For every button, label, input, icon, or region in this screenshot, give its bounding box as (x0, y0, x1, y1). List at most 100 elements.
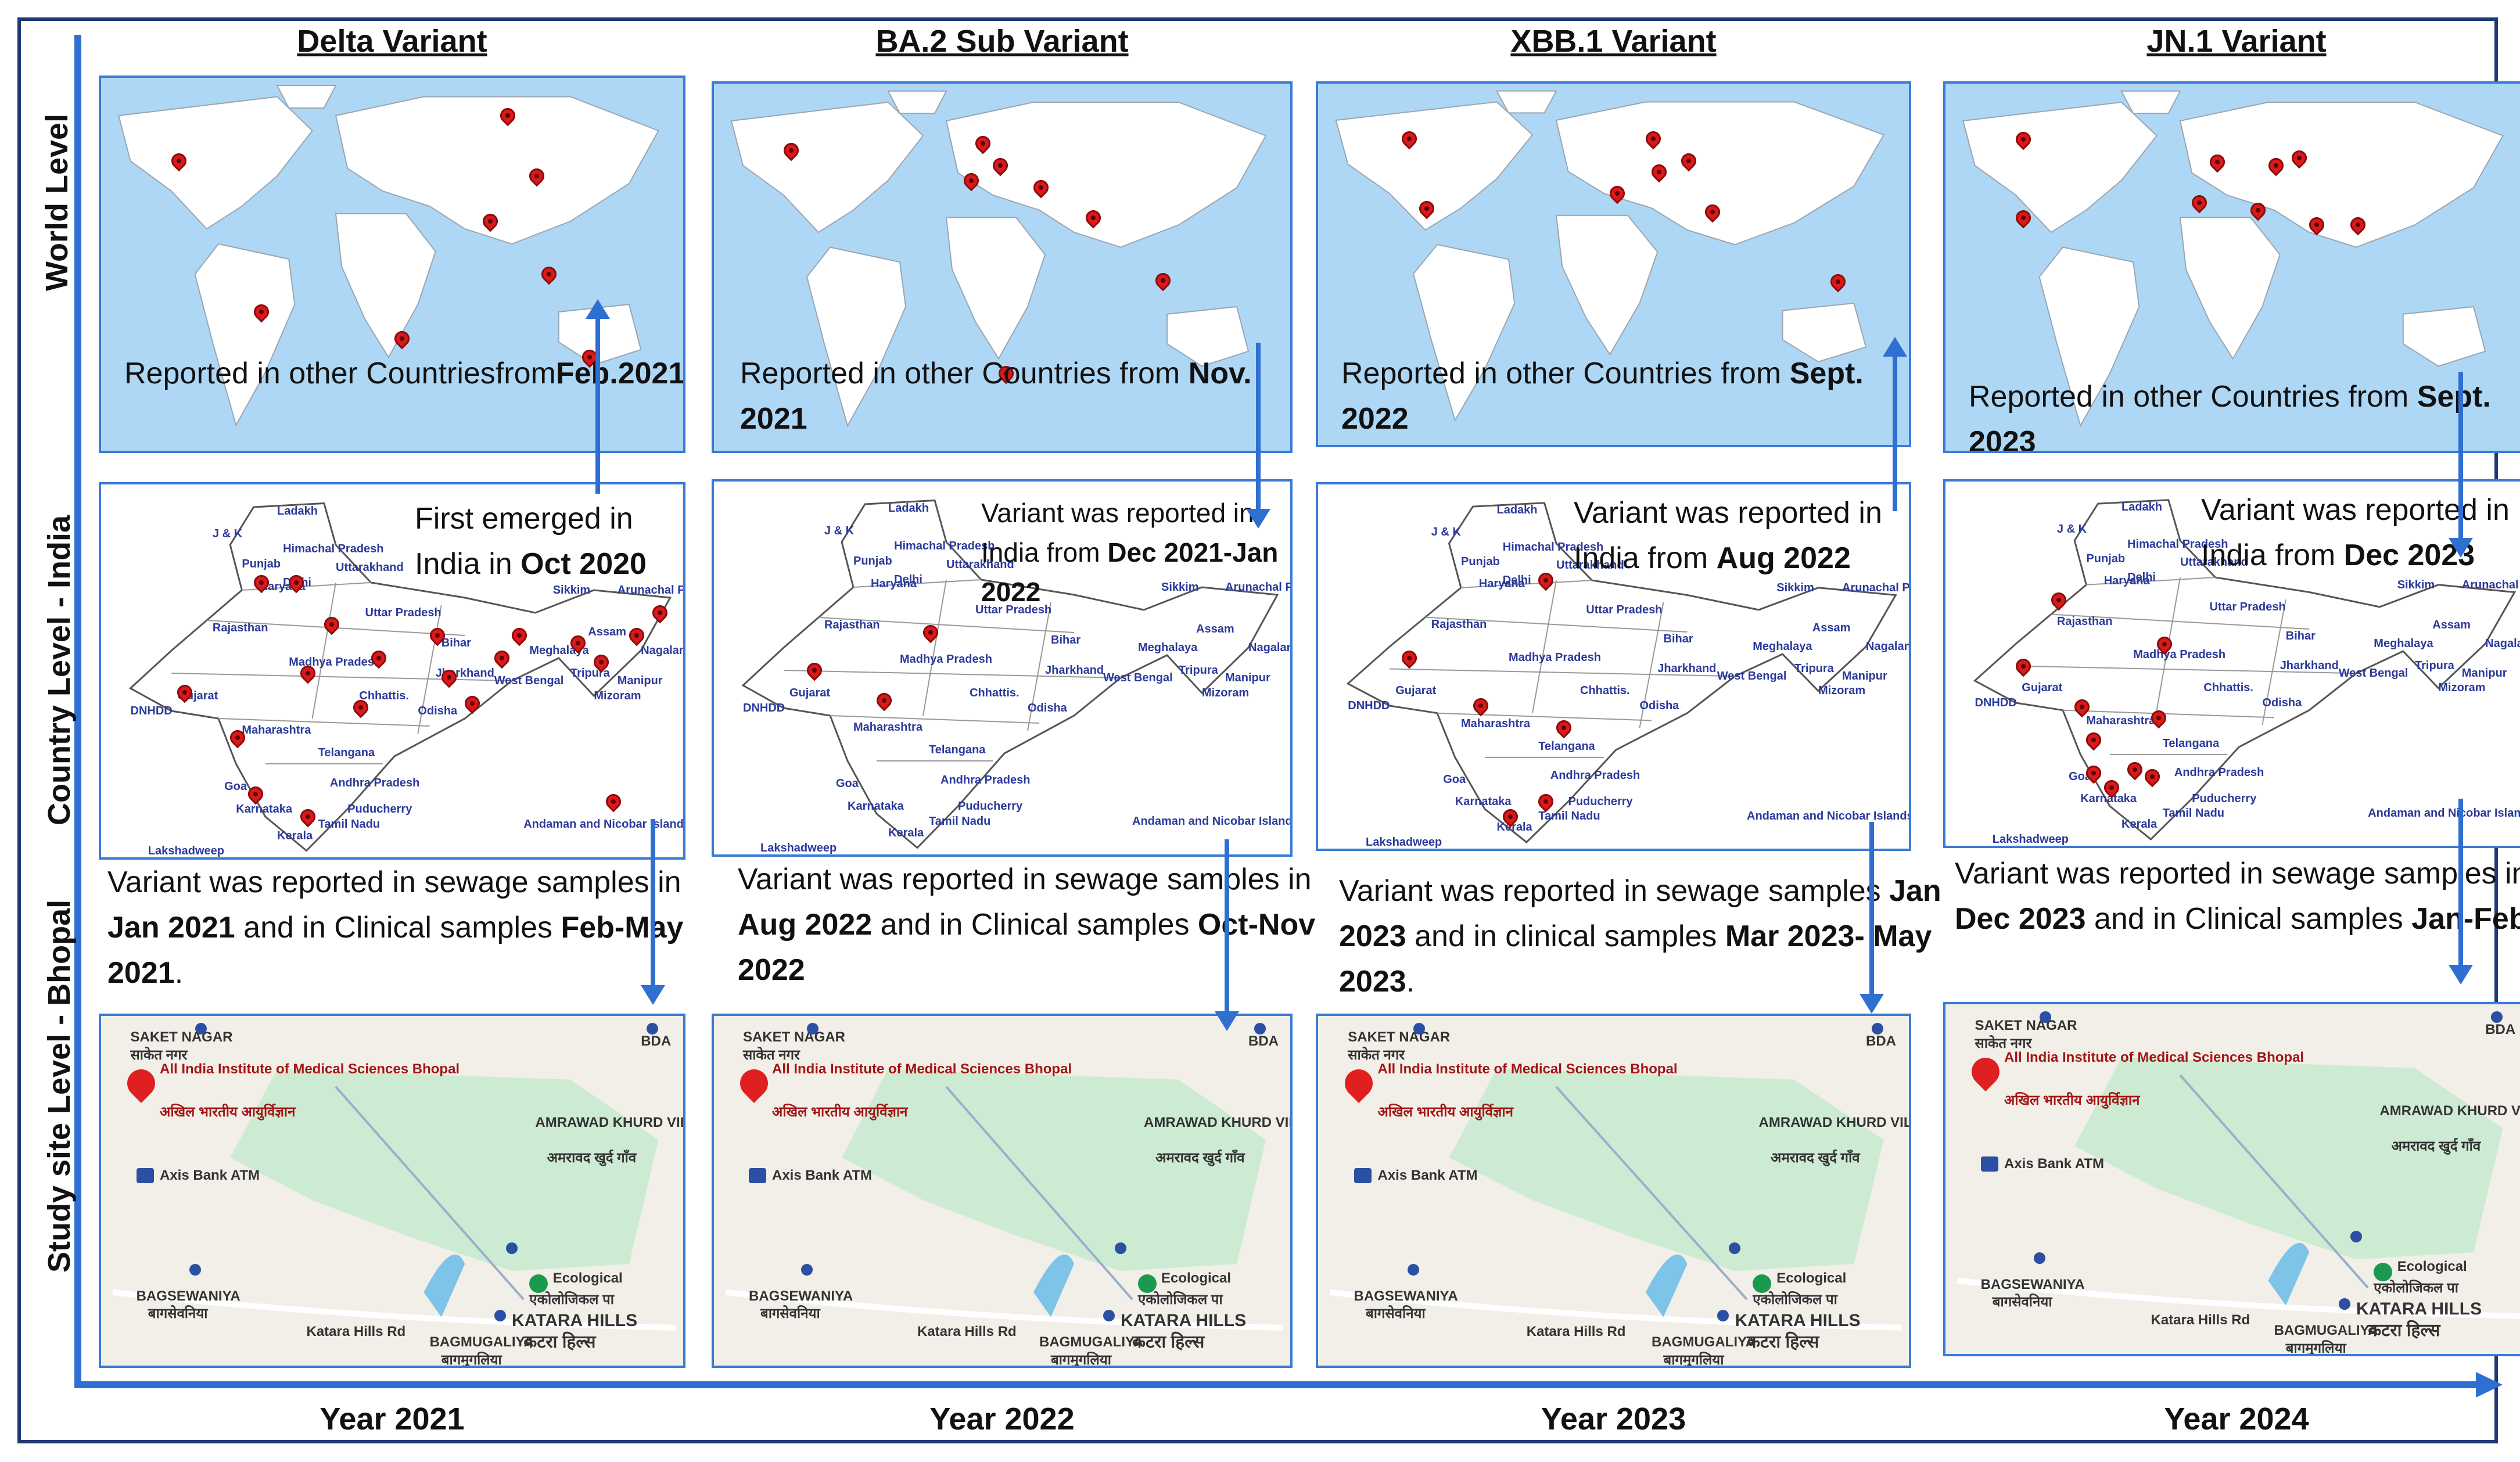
state-label: Delhi (1502, 573, 1531, 587)
map-place-aiims: All India Institute of Medical Sciences … (1377, 1061, 1678, 1077)
state-label: Manipur (617, 674, 663, 687)
state-label: Telangana (318, 746, 375, 759)
bhopal-terrain (1957, 1057, 2520, 1319)
state-label: Andaman and Nicobar Islands (523, 818, 685, 831)
map-place-saket: SAKET NAGAR (130, 1029, 233, 1046)
state-border (311, 582, 336, 719)
state-label: Nagaland (2485, 637, 2520, 651)
column-2-sewage-text: Variant was reported in sewage samples i… (738, 857, 1354, 993)
column-4-sewage-text-part-2: and in Clinical samples (2085, 902, 2412, 936)
state-label: Manipur (2461, 666, 2507, 680)
column-4-world-text: Reported in other Countries from Sept. 2… (1969, 374, 2520, 451)
state-label: Rajasthan (2056, 615, 2113, 628)
column-3-world-text: Reported in other Countries from Sept. 2… (1341, 351, 1909, 441)
column-3-india-text-part-1: Aug 2022 (1716, 541, 1851, 575)
state-label: Maharashtra (242, 723, 311, 737)
map-place-saket-hi: साकेत नगर (130, 1047, 188, 1063)
road (945, 1086, 1133, 1301)
map-place-katara: KATARA HILLS (512, 1311, 638, 1331)
state-label: Mizoram (2438, 681, 2486, 695)
state-label: Uttarakhand (946, 558, 1014, 571)
map-place-saket: SAKET NAGAR (1975, 1018, 2077, 1034)
state-label: Andhra Pradesh (2174, 766, 2264, 780)
map-place-katara: KATARA HILLS (1121, 1311, 1247, 1331)
map-place-bagsewaniya: BAGSEWANIYA (1980, 1276, 2085, 1292)
column-1-india-map: Ladakh J & K Himachal Pradesh Punjab Haryana… (99, 482, 685, 860)
map-place-aiims-hi: अखिल भारतीय आयुर्विज्ञान (1377, 1104, 1513, 1120)
state-label: Tamil Nadu (318, 818, 380, 831)
column-3-sewage-text: Variant was reported in sewage samples J… (1339, 868, 1955, 1004)
map-place-eco: Ecological (1776, 1270, 1847, 1287)
column-3-world-text-part-1: Sept. 2022 (1341, 357, 1864, 436)
column-2-world-map: Reported in other Countries from Nov. 20… (712, 81, 1293, 453)
state-label: Bihar (2285, 630, 2316, 643)
column-1-year-label: Year 2021 (320, 1402, 465, 1436)
column-3-year-label: Year 2023 (1541, 1402, 1686, 1436)
map-place-katara: KATARA HILLS (1735, 1311, 1861, 1331)
map-place-saket-hi: साकेत नगर (743, 1047, 800, 1063)
state-label: Telangana (929, 743, 986, 756)
continent-shape (945, 217, 1046, 360)
state-label: Puducherry (958, 800, 1023, 813)
column-2-year-label: Year 2022 (929, 1402, 1075, 1436)
state-label: Himachal Pradesh (894, 539, 995, 552)
column-4-world-map: Reported in other Countries from Sept. 2… (1943, 81, 2520, 453)
state-label: Rajasthan (1431, 618, 1487, 631)
atm-icon (749, 1168, 766, 1184)
column-2-world-text-part-0: Reported in other Countries from (740, 357, 1189, 390)
map-place-bagsewaniya: BAGSEWANIYA (136, 1288, 240, 1304)
continent-shape (335, 213, 436, 358)
state-label: Tamil Nadu (1538, 810, 1600, 823)
column-1-world-text: Reported in other CountriesfromFeb.2021. (124, 351, 685, 396)
state-label: Andhra Pradesh (329, 776, 420, 789)
column-2-bhopal-map: SAKET NAGAR साकेत नगर All India Institute … (712, 1014, 1293, 1368)
state-label: Nagaland (641, 644, 685, 657)
state-border (218, 718, 430, 727)
state-label: DNHDD (1975, 696, 2017, 709)
state-label: Arunachal P. (2461, 578, 2520, 591)
map-place-aiims-hi: अखिल भारतीय आयुर्विज्ञान (160, 1104, 296, 1120)
column-2-india-map: Ladakh J & K Himachal Pradesh Punjab Haryana… (712, 479, 1293, 857)
map-place-amrawad: AMRAWAD KHURD VILLAGE (1144, 1114, 1290, 1130)
map-place-bagsewaniya-hi: बागसेवनिया (148, 1306, 208, 1322)
column-4-sewage-text: Variant was reported in sewage samples i… (1955, 851, 2520, 942)
state-label: Gujarat (1395, 684, 1437, 698)
column-4-india-map: Ladakh J & K Himachal Pradesh Punjab Haryana… (1943, 479, 2520, 848)
bhopal-terrain (1329, 1069, 1902, 1331)
column-4-sewage-text-part-0: Variant was reported in sewage samples i… (1955, 857, 2520, 890)
state-label: Telangana (2162, 737, 2220, 750)
column-4-india-arrow (2449, 799, 2473, 985)
map-place-aiims: All India Institute of Medical Sciences … (2004, 1050, 2304, 1066)
atm-icon (136, 1168, 154, 1184)
map-place-bagmugaliya-hi: बागमुगलिया (441, 1352, 502, 1368)
column-4-world-arrow (2449, 372, 2473, 558)
state-border (1027, 602, 1051, 731)
map-place-eco: Ecological (1161, 1270, 1232, 1287)
column-1-india-text-part-1: Oct 2020 (520, 547, 647, 581)
green-area (2074, 1057, 2503, 1260)
map-place-aiims-hi: अखिल भारतीय आयुर्विज्ञान (772, 1104, 908, 1120)
column-3-india-map: Ladakh J & K Himachal Pradesh Punjab Haryana… (1316, 482, 1911, 851)
map-place-bda: BDA (2485, 1021, 2516, 1037)
park-icon (2374, 1263, 2393, 1282)
column-1-world-arrow (586, 299, 610, 494)
state-border (2051, 613, 2310, 630)
map-place-katara-rd: Katara Hills Rd (1526, 1323, 1626, 1339)
map-place-katara-hi: कटरा हिल्स (1747, 1332, 1819, 1352)
state-label: West Bengal (1717, 669, 1787, 682)
continent-shape (1555, 101, 1885, 246)
map-place-bagsewaniya: BAGSEWANIYA (749, 1288, 853, 1304)
state-label: Karnataka (2080, 792, 2137, 805)
place-marker-icon (801, 1264, 813, 1276)
map-place-bagsewaniya-hi: बागसेवनिया (1992, 1294, 2052, 1310)
state-label: Ladakh (888, 501, 929, 515)
map-place-amrawad: AMRAWAD KHURD VILLAGE (1758, 1114, 1911, 1130)
state-label: Sikkim (552, 584, 591, 597)
state-label: Odisha (418, 705, 458, 717)
map-place-katara-hi: कटरा हिल्स (523, 1332, 596, 1352)
column-2-india-text-part-0: Variant was reported in India from (981, 498, 1254, 567)
column-1-world-text-part-2: Feb.2021 (555, 357, 685, 390)
state-label: Kerala (2121, 818, 2158, 831)
state-label: Puducherry (347, 803, 412, 816)
map-place-bagmugaliya: BAGMUGALIYA (2274, 1323, 2378, 1338)
